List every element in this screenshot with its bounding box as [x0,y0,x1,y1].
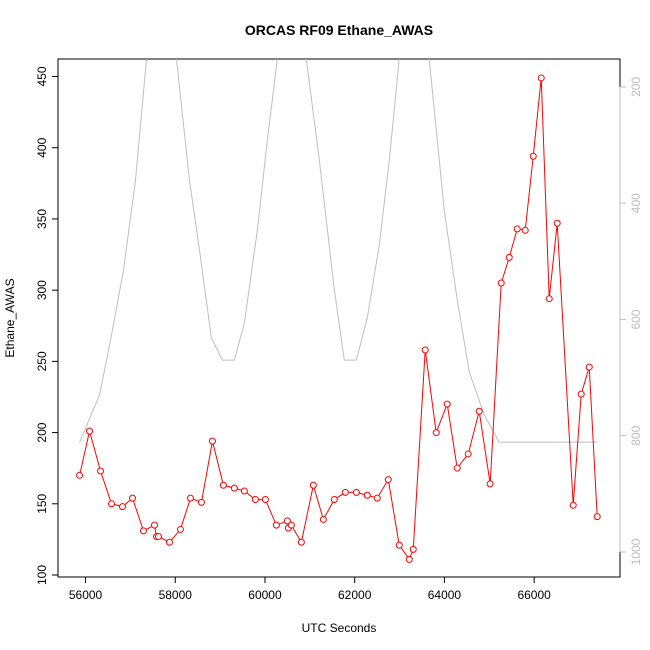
data-point [197,498,205,506]
data-point [119,503,127,511]
data-point [176,525,184,533]
x-tick-label: 56000 [69,588,103,602]
data-point [165,538,173,546]
y2-tick-label: 1000 [629,538,643,565]
data-point [330,496,338,504]
data-point [297,538,305,546]
y-tick-label: 400 [35,137,49,157]
data-point [97,467,105,475]
data-point [432,429,440,437]
data-point [593,513,601,521]
data-point [150,521,158,529]
chart-title: ORCAS RF09 Ethane_AWAS [245,22,433,38]
y2-tick-label: 200 [629,77,643,97]
data-point [405,555,413,563]
data-point [553,219,561,227]
data-point [363,491,371,499]
data-point [513,225,521,233]
data-point [537,74,545,82]
data-point [309,481,317,489]
data-point [421,346,429,354]
data-point [505,253,513,261]
y-tick-label: 100 [35,565,49,585]
data-point [140,527,148,535]
data-point [208,437,216,445]
series-line [79,59,598,443]
y2-tick-label: 800 [629,425,643,445]
data-point [287,521,295,529]
y-tick-label: 200 [35,422,49,442]
data-point [577,390,585,398]
plot-layer: 56000 58000 60000 62000 64000 66000 100 150 200 2… [35,59,643,602]
data-point [585,363,593,371]
data-point [230,484,238,492]
x-tick-label: 62000 [338,588,372,602]
data-point [545,295,553,303]
y-axis-label: Ethane_AWAS [3,278,17,357]
data-point [186,494,194,502]
data-point [409,545,417,553]
x-tick-label: 66000 [517,588,551,602]
data-point [497,279,505,287]
data-point [341,488,349,496]
data-point [108,500,116,508]
y-tick-label: 450 [35,66,49,86]
data-point [129,494,137,502]
data-point [443,400,451,408]
data-point [475,407,483,415]
data-point [453,464,461,472]
y2-tick-label: 400 [629,193,643,213]
data-point [352,488,360,496]
y-tick-label: 350 [35,209,49,229]
x-tick-label: 64000 [428,588,462,602]
x-tick-label: 58000 [159,588,193,602]
series-group [76,74,601,563]
data-point [319,515,327,523]
x-tick-label: 60000 [248,588,282,602]
data-point [76,471,84,479]
data-point [283,517,291,525]
series-group [79,59,598,443]
data-point [272,521,280,529]
data-point [384,476,392,484]
data-point [529,152,537,160]
data-point [86,427,94,435]
data-point [569,501,577,509]
y-tick-label: 150 [35,493,49,513]
data-point [486,480,494,488]
data-point [373,494,381,502]
data-point [521,226,529,234]
y2-tick-label: 600 [629,309,643,329]
data-point [261,496,269,504]
data-point [395,541,403,549]
data-point [240,487,248,495]
data-point [154,533,162,541]
y-tick-label: 300 [35,280,49,300]
data-point [219,481,227,489]
y-tick-label: 250 [35,351,49,371]
data-point [251,496,259,504]
x-axis-label: UTC Seconds [302,621,377,635]
data-point [464,450,472,458]
